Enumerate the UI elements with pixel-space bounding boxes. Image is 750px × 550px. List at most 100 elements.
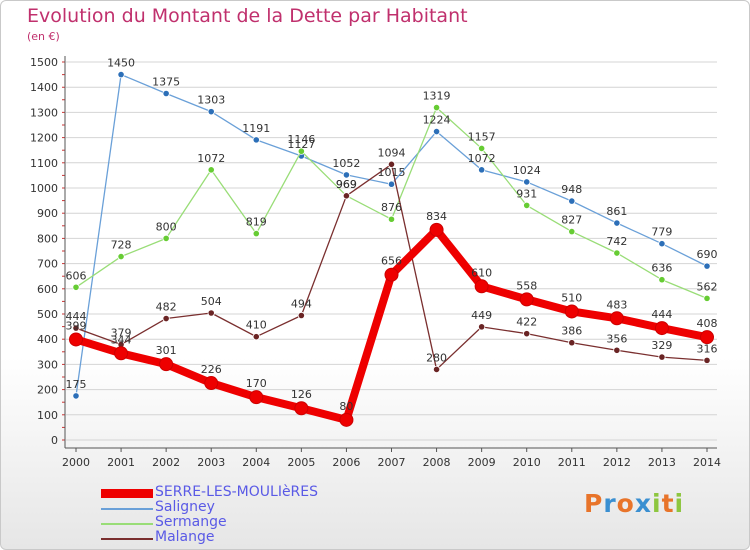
data-point [249, 390, 264, 405]
data-label: 606 [66, 269, 87, 282]
data-point [117, 252, 125, 261]
data-label: 1375 [152, 76, 180, 89]
y-tick-label: 700 [37, 258, 58, 271]
data-point [432, 104, 441, 112]
data-point [252, 230, 260, 238]
data-label: 399 [66, 319, 87, 332]
x-tick-label: 2006 [332, 456, 360, 469]
data-label: 834 [426, 210, 447, 223]
data-point [72, 283, 80, 291]
data-point [703, 356, 711, 364]
y-tick-label: 1100 [30, 157, 58, 170]
data-label: 861 [606, 205, 627, 218]
data-point [162, 89, 170, 98]
data-point [162, 234, 170, 242]
y-tick-label: 300 [37, 358, 58, 371]
y-tick-label: 900 [37, 207, 58, 220]
data-label: 800 [156, 220, 177, 233]
proxiti-logo: Proxiti [584, 489, 684, 518]
data-label: 1072 [468, 152, 496, 165]
data-point [478, 144, 486, 153]
data-point [613, 346, 621, 354]
data-label: 742 [606, 235, 627, 248]
logo-letter: i [652, 489, 662, 518]
data-label: 1191 [242, 122, 270, 135]
data-label: 1146 [287, 133, 315, 146]
data-point [387, 180, 396, 188]
y-tick-label: 200 [37, 384, 58, 397]
y-tick-label: 500 [37, 308, 58, 321]
x-tick-label: 2010 [513, 456, 541, 469]
data-point [519, 292, 534, 307]
data-point [474, 279, 489, 294]
x-tick-label: 2013 [648, 456, 676, 469]
data-label: 444 [66, 310, 87, 323]
data-label: 1015 [378, 166, 406, 179]
data-label: 386 [561, 325, 582, 338]
legend-label-sermange: Sermange [155, 514, 227, 530]
data-point [429, 222, 444, 237]
x-tick-label: 2003 [197, 456, 225, 469]
data-point [523, 178, 531, 186]
data-label: 1224 [423, 114, 451, 127]
data-point [207, 166, 215, 174]
data-point [613, 219, 621, 227]
legend-swatch-serre [101, 489, 153, 498]
legend-label-serre: SERRE-LES-MOULIèRES [155, 484, 319, 500]
data-point [339, 412, 354, 427]
data-label: 690 [697, 248, 718, 261]
data-label: 444 [651, 308, 672, 321]
data-point [294, 401, 309, 416]
data-label: 504 [201, 295, 222, 308]
x-tick-label: 2007 [378, 456, 406, 469]
chart-title: Evolution du Montant de la Dette par Hab… [27, 5, 468, 27]
data-point [252, 333, 260, 341]
data-label: 301 [156, 344, 177, 357]
data-label: 610 [471, 266, 492, 279]
data-label: 558 [516, 279, 537, 292]
data-label: 483 [606, 298, 627, 311]
data-label: 819 [246, 216, 267, 229]
data-point [700, 330, 714, 345]
data-label: 948 [561, 183, 582, 196]
data-point [654, 321, 669, 336]
data-label: 175 [66, 378, 87, 391]
data-point [117, 71, 125, 79]
data-point [114, 346, 129, 361]
x-tick-label: 2000 [62, 456, 90, 469]
data-label: 1157 [468, 130, 496, 143]
data-label: 494 [291, 298, 312, 311]
y-tick-label: 1400 [30, 81, 58, 94]
data-label: 356 [606, 332, 627, 345]
data-label: 80 [339, 400, 353, 413]
data-label: 344 [111, 333, 132, 346]
data-point [613, 249, 621, 257]
data-label: 280 [426, 351, 447, 364]
data-point [69, 332, 83, 347]
data-point [387, 215, 396, 223]
data-label: 969 [336, 178, 357, 191]
y-tick-label: 100 [37, 409, 58, 422]
y-tick-label: 400 [37, 333, 58, 346]
x-tick-label: 2011 [558, 456, 586, 469]
data-point [658, 240, 666, 248]
data-label: 1024 [513, 164, 541, 177]
legend-swatch-sermange [101, 523, 153, 525]
data-label: 876 [381, 201, 402, 214]
y-tick-label: 1000 [30, 182, 58, 195]
y-tick-label: 1200 [30, 132, 58, 145]
data-label: 316 [697, 342, 718, 355]
data-point [703, 294, 711, 302]
data-label: 410 [246, 319, 267, 332]
y-tick-label: 0 [51, 434, 58, 447]
x-tick-label: 2005 [287, 456, 315, 469]
data-label: 226 [201, 363, 222, 376]
data-point [162, 314, 170, 323]
data-point [252, 136, 260, 144]
data-label: 1319 [423, 90, 451, 103]
legend-label-saligney: Saligney [155, 499, 215, 515]
x-tick-label: 2008 [423, 456, 451, 469]
logo-letter: t [661, 489, 675, 518]
